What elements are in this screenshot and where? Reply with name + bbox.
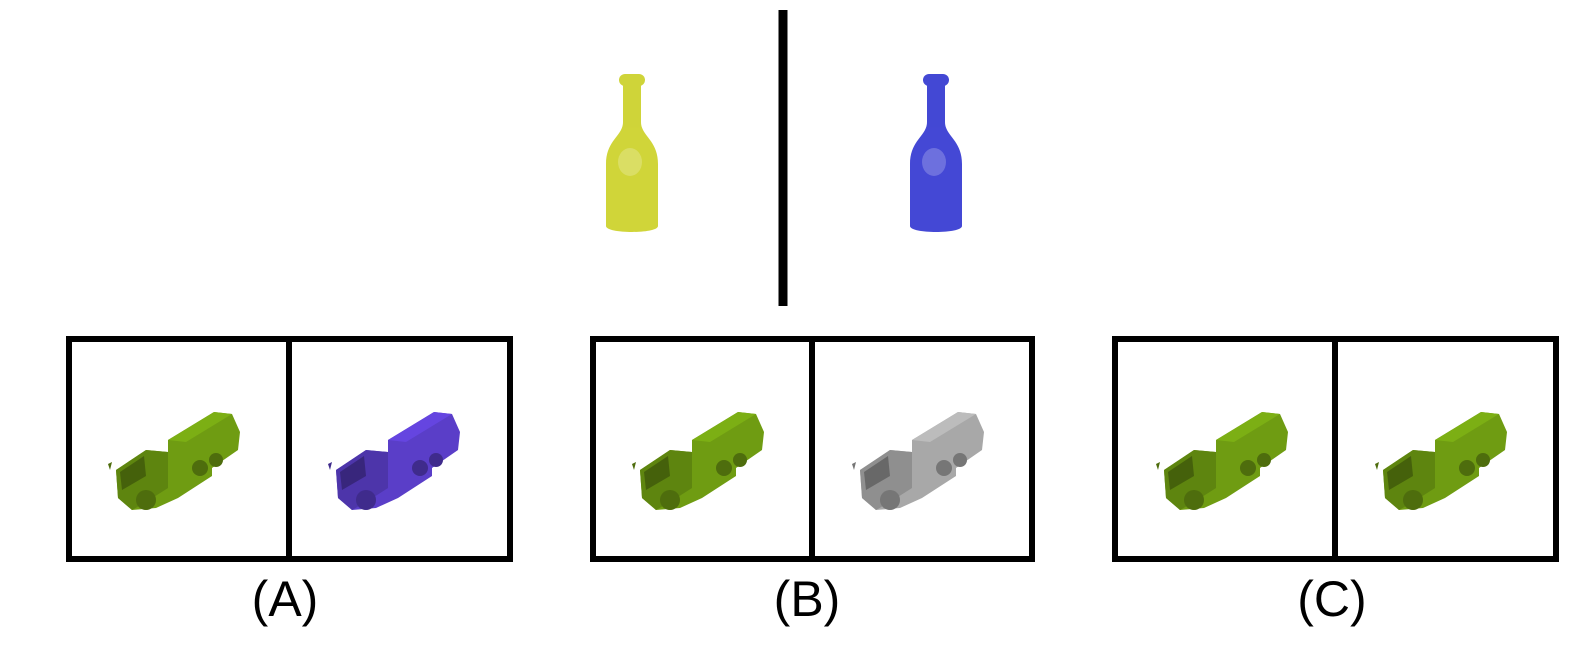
option-c-label: (C) (1297, 571, 1366, 627)
truck-cab (336, 450, 388, 510)
bottle-right (910, 74, 962, 232)
truck-wheel (1459, 460, 1475, 476)
truck-wheel (412, 460, 428, 476)
bottle-left (606, 74, 658, 232)
truck-mirror (632, 462, 636, 470)
option-b-label: (B) (774, 571, 841, 627)
truck-a-right (328, 412, 460, 510)
truck-roof (692, 412, 756, 442)
truck-window (1387, 456, 1413, 490)
truck-b-right (852, 412, 984, 510)
truck-mirror (108, 462, 112, 470)
truck-wheel (733, 453, 747, 467)
truck-window (120, 456, 146, 490)
truck-wheel (209, 453, 223, 467)
truck-wheel (1476, 453, 1490, 467)
truck-window (340, 456, 366, 490)
truck-c-right (1375, 412, 1507, 510)
truck-wheel (1240, 460, 1256, 476)
truck-a-left (108, 412, 240, 510)
truck-mirror (328, 462, 332, 470)
truck-cab (860, 450, 912, 510)
truck-roof (388, 412, 452, 442)
truck-c-left (1156, 412, 1288, 510)
truck-cab (640, 450, 692, 510)
bottle-highlight (618, 148, 642, 176)
truck-wheel (716, 460, 732, 476)
truck-wheel (356, 490, 376, 510)
truck-wheel (936, 460, 952, 476)
option-a-label: (A) (252, 571, 319, 627)
truck-wheel (880, 490, 900, 510)
truck-roof (168, 412, 232, 442)
prompt-pair (606, 10, 962, 306)
truck-wheel (660, 490, 680, 510)
truck-wheel (1403, 490, 1423, 510)
truck-window (864, 456, 890, 490)
truck-roof (1216, 412, 1280, 442)
option-c[interactable]: (C) (1112, 336, 1559, 627)
truck-roof (1435, 412, 1499, 442)
truck-wheel (192, 460, 208, 476)
truck-cab (1383, 450, 1435, 510)
truck-window (1168, 456, 1194, 490)
truck-cab (1164, 450, 1216, 510)
option-b[interactable]: (B) (590, 336, 1035, 627)
bottle-highlight (922, 148, 946, 176)
truck-wheel (429, 453, 443, 467)
truck-mirror (1375, 462, 1379, 470)
truck-mirror (852, 462, 856, 470)
truck-window (644, 456, 670, 490)
option-a[interactable]: (A) (66, 336, 513, 627)
truck-wheel (1257, 453, 1271, 467)
truck-wheel (1184, 490, 1204, 510)
truck-mirror (1156, 462, 1160, 470)
truck-wheel (953, 453, 967, 467)
truck-b-left (632, 412, 764, 510)
truck-wheel (136, 490, 156, 510)
truck-roof (912, 412, 976, 442)
truck-cab (116, 450, 168, 510)
